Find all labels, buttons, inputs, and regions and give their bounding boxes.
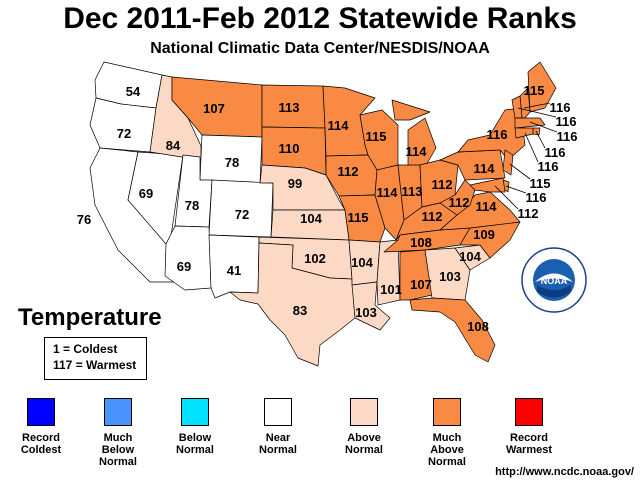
rank-key: 1 = Coldest 117 = Warmest: [44, 337, 147, 380]
legend-label: Above Normal: [345, 432, 383, 456]
leader-line-nj: [509, 163, 531, 180]
rank-label-ga: 103: [439, 269, 461, 284]
rank-label-az: 69: [177, 259, 191, 274]
rank-label-vt: 116: [556, 114, 577, 129]
legend-item: Above Normal: [322, 398, 406, 456]
rank-label-wa: 54: [126, 84, 141, 99]
state-az: [164, 225, 212, 291]
legend-label: Record Coldest: [20, 432, 62, 456]
state-mi: [391, 99, 437, 168]
legend-item: Record Coldest: [0, 398, 83, 456]
legend-item: Near Normal: [236, 398, 320, 456]
rank-label-ma: 116: [557, 129, 578, 144]
state-nj: [502, 149, 514, 176]
source-url: http://www.ncdc.noaa.gov/: [495, 466, 634, 478]
rank-label-ri: 116: [545, 145, 566, 160]
rank-label-sd: 110: [279, 141, 300, 156]
map-subtitle: National Climatic Data Center/NESDIS/NOA…: [150, 40, 490, 57]
rank-label-ne: 99: [288, 176, 302, 191]
rank-label-tx: 83: [293, 303, 307, 318]
rank-label-or: 72: [117, 126, 131, 141]
rank-label-nm: 41: [227, 263, 241, 278]
legend-label: Much Below Normal: [99, 432, 137, 468]
rank-label-md: 112: [518, 206, 539, 221]
rank-label-ny: 116: [487, 127, 508, 142]
legend-swatch: [433, 398, 461, 426]
rank-label-oh: 112: [432, 177, 453, 192]
legend-swatch: [181, 398, 209, 426]
key-warmest: 117 = Warmest: [53, 358, 137, 372]
rank-label-ar: 104: [351, 255, 373, 270]
legend-label: Record Warmest: [505, 432, 553, 456]
rank-label-pa: 114: [474, 161, 496, 176]
legend-item: Below Normal: [153, 398, 237, 456]
leader-line-ri: [535, 130, 546, 149]
legend-swatch: [264, 398, 292, 426]
rank-label-tn: 108: [410, 235, 432, 250]
seal-label: NOAA: [541, 276, 568, 286]
rank-label-ca: 76: [77, 212, 91, 227]
legend-swatch: [27, 398, 55, 426]
parameter-label: Temperature: [18, 304, 162, 331]
rank-label-id: 84: [166, 138, 181, 153]
state-ms: [376, 239, 401, 306]
rank-label-nv: 69: [139, 186, 153, 201]
rank-label-ms: 101: [380, 282, 402, 297]
state-ma: [514, 117, 546, 129]
rank-label-wy: 78: [225, 155, 239, 170]
rank-label-al: 107: [410, 277, 432, 292]
legend-item: Record Warmest: [487, 398, 571, 456]
rank-label-nj: 115: [530, 176, 551, 191]
state-ga: [424, 247, 471, 301]
rank-label-nc: 109: [473, 227, 495, 242]
rank-label-va: 114: [476, 199, 498, 214]
rank-label-ut: 78: [185, 198, 199, 213]
rank-label-sc: 104: [459, 249, 481, 264]
rank-label-nd: 113: [279, 100, 300, 115]
legend-label: Near Normal: [259, 432, 297, 456]
leader-line-ct: [524, 132, 539, 163]
rank-label-ky: 112: [422, 209, 443, 224]
rank-label-nh: 116: [550, 100, 571, 115]
rank-label-in: 113: [402, 184, 423, 199]
key-coldest: 1 = Coldest: [53, 342, 118, 356]
state-ct: [514, 127, 534, 139]
state-fl: [409, 297, 496, 363]
rank-label-mt: 107: [203, 101, 225, 116]
rank-label-ct: 116: [538, 159, 559, 174]
state-al: [399, 249, 433, 301]
rank-label-la: 103: [355, 305, 377, 320]
legend-item: Much Below Normal: [76, 398, 160, 468]
legend-swatch: [104, 398, 132, 426]
state-md: [469, 177, 506, 193]
map-title: Dec 2011-Feb 2012 Statewide Ranks: [63, 2, 577, 35]
legend-swatch: [350, 398, 378, 426]
rank-label-mi: 114: [406, 144, 428, 159]
leader-line-vt: [517, 107, 557, 118]
rank-label-ok: 102: [304, 251, 326, 266]
rank-label-de: 116: [526, 190, 547, 205]
rank-label-co: 72: [235, 207, 249, 222]
legend-label: Much Above Normal: [428, 432, 466, 468]
legend-swatch: [515, 398, 543, 426]
rank-label-il: 114: [377, 185, 399, 200]
rank-label-mo: 115: [348, 210, 369, 225]
rank-label-ks: 104: [300, 211, 322, 226]
leader-line-de: [505, 185, 527, 194]
rank-label-mn: 114: [328, 118, 350, 133]
rank-label-fl: 108: [467, 319, 489, 334]
rank-label-me: 115: [524, 83, 545, 98]
leader-line-nh: [523, 102, 551, 109]
leader-line-md: [494, 185, 519, 210]
rank-label-wv: 112: [449, 195, 470, 210]
legend-item: Much Above Normal: [405, 398, 489, 468]
rank-label-ia: 112: [338, 164, 359, 179]
noaa-seal-icon: NOAA: [521, 247, 587, 318]
rank-label-wi: 115: [366, 129, 387, 144]
legend-label: Below Normal: [176, 432, 214, 456]
state-tx: [229, 242, 356, 367]
leader-line-ma: [529, 121, 558, 133]
